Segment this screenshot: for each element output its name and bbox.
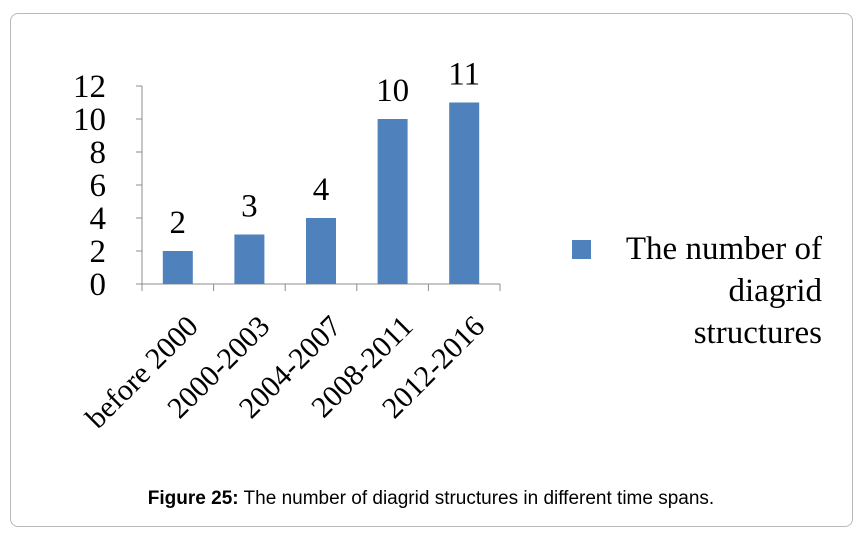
caption-label: Figure 25: xyxy=(147,488,239,509)
y-tick-label: 6 xyxy=(90,168,107,204)
data-label: 3 xyxy=(241,189,258,225)
bar xyxy=(377,119,408,284)
bar xyxy=(306,218,336,284)
figure-frame xyxy=(10,13,853,527)
y-tick-label: 12 xyxy=(73,69,106,105)
figure-caption: Figure 25: The number of diagrid structu… xyxy=(0,488,862,510)
y-tick-label: 2 xyxy=(90,234,107,270)
data-label: 11 xyxy=(448,57,480,93)
y-tick-label: 0 xyxy=(90,267,107,303)
legend-label: The number of diagrid structures xyxy=(625,231,822,351)
data-label: 4 xyxy=(313,172,330,208)
legend-swatch xyxy=(572,240,591,259)
y-tick-label: 4 xyxy=(90,201,107,237)
data-label: 10 xyxy=(376,73,409,109)
data-label: 2 xyxy=(170,205,187,241)
bar xyxy=(449,102,480,284)
bar xyxy=(162,251,193,284)
bar xyxy=(234,234,265,284)
y-tick-label: 8 xyxy=(90,135,107,171)
caption-text: The number of diagrid structures in diff… xyxy=(238,488,715,509)
y-tick-label: 10 xyxy=(73,102,106,138)
